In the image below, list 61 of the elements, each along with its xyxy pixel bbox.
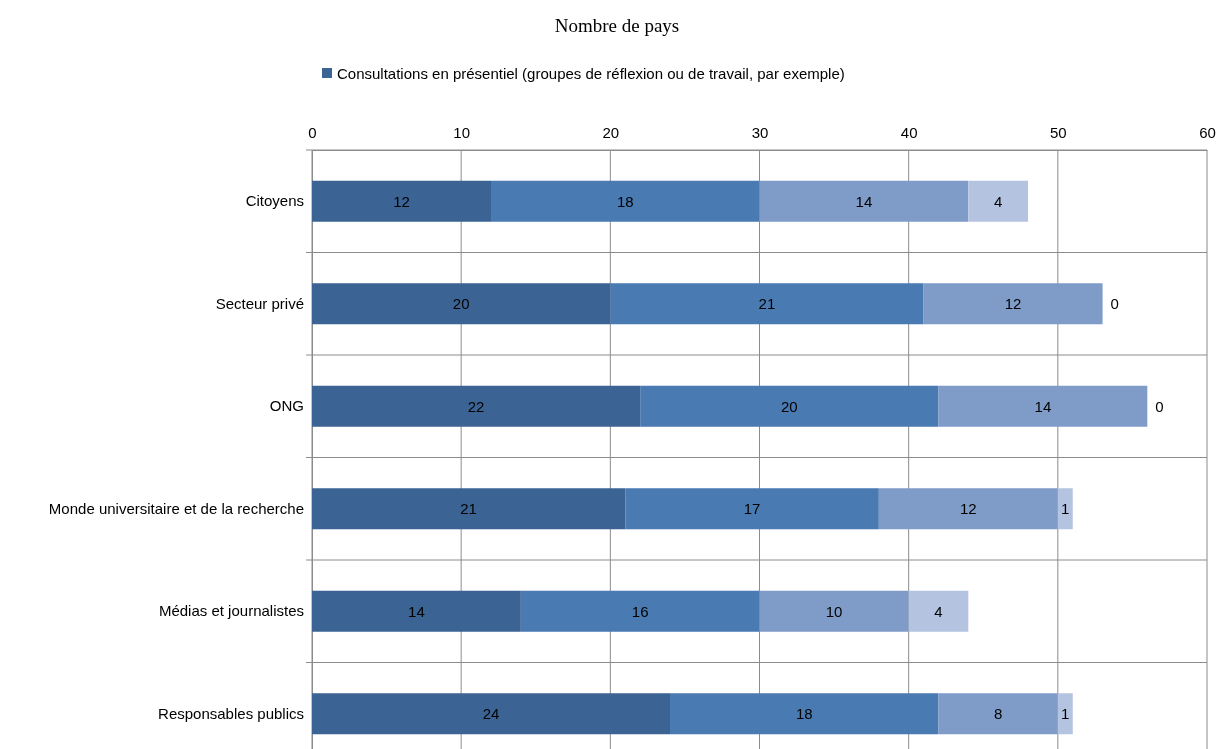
y-tick-label: ONG [269,397,304,415]
data-label: 10 [825,602,843,620]
y-tick-label: Responsables publics [158,704,304,722]
bar [968,180,1028,222]
data-label: 12 [959,500,977,517]
data-label: 4 [934,602,943,620]
bar [759,180,969,222]
y-tick-label: Citoyens [245,192,304,210]
bar [520,590,760,632]
data-label: 18 [616,192,634,210]
bar [878,488,1058,530]
data-label: 12 [393,192,410,210]
bar [670,693,939,735]
y-tick-label: Monde universitaire et de la recherche [48,499,304,517]
bar [312,180,491,222]
bar [1057,488,1073,530]
bar [491,180,760,222]
data-label: 4 [993,192,1003,210]
data-label: 14 [1034,397,1052,415]
data-label: 16 [631,602,649,620]
bar [610,283,924,325]
data-label: 0 [1110,295,1119,312]
bar [640,385,939,427]
x-tick-label: 40 [900,124,918,141]
data-label: 14 [408,602,425,620]
bar [312,488,626,530]
bar [312,693,670,735]
bar [625,488,879,530]
bar [923,283,1103,325]
bar [938,385,1148,427]
legend-label: Consultations en présentiel (groupes de réflexion ou de travail, par exemple) [337,65,845,83]
data-label: 1 [1061,705,1070,722]
chart-title: Nombre de pays [554,15,680,36]
bar [312,385,641,427]
data-label: 12 [1004,295,1022,312]
y-tick-label: Médias et journalistes [158,602,304,620]
data-label: 21 [460,500,477,517]
x-tick-label: 50 [1049,124,1067,141]
x-tick-label: 30 [751,124,769,141]
bar [759,590,909,632]
data-label: 14 [855,192,873,210]
bar [312,590,521,632]
data-label: 8 [993,705,1003,722]
data-label: 20 [780,397,798,415]
data-label: 18 [795,705,813,722]
data-label: 1 [1061,500,1070,517]
data-label: 24 [482,705,500,722]
bar [1057,693,1073,735]
data-label: 21 [758,295,776,312]
x-tick-label: 10 [453,124,471,141]
x-tick-label: 60 [1199,124,1216,141]
x-tick-label: 20 [602,124,620,141]
x-tick-label: 0 [308,124,317,141]
y-tick-label: Secteur privé [215,294,304,312]
data-label: 17 [743,500,761,517]
data-label: 20 [452,295,470,312]
data-label: 0 [1155,397,1164,415]
data-label: 22 [467,397,485,415]
bar [938,693,1058,735]
bar [312,283,611,325]
bar [908,590,969,632]
